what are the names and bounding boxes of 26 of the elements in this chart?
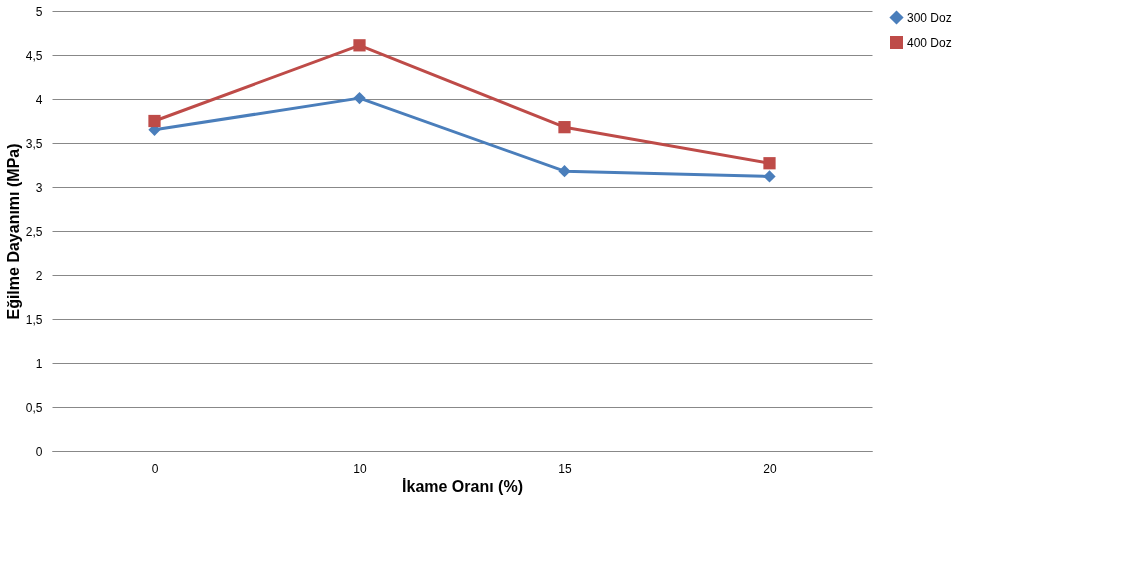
legend-label: 300 Doz	[907, 10, 952, 25]
point	[763, 170, 776, 183]
y-axis-title: Eğilme Dayanımı (MPa)	[4, 143, 22, 320]
x-tick-label: 15	[558, 461, 572, 476]
y-tick-label: 0,5	[25, 400, 43, 415]
x-tick-label: 0	[151, 461, 159, 476]
y-tick-label: 2,5	[25, 224, 43, 239]
y-tick-label: 0	[35, 444, 43, 459]
point	[763, 157, 776, 170]
y-tick-label: 1	[35, 356, 43, 371]
legend-label: 400 Doz	[907, 35, 952, 50]
y-tick-label: 1,5	[25, 312, 43, 327]
point	[558, 165, 571, 178]
point	[558, 121, 571, 134]
y-tick-label: 2	[35, 268, 43, 283]
point	[353, 92, 366, 105]
point	[353, 39, 366, 52]
y-tick-label: 5	[35, 4, 43, 19]
y-tick-label: 3,5	[25, 136, 43, 151]
point	[148, 114, 161, 128]
y-tick-label: 3	[35, 180, 43, 195]
y-tick-label: 4	[35, 92, 43, 107]
y-tick-label: 4,5	[25, 48, 43, 63]
x-axis-title: İkame Oranı (%)	[402, 477, 523, 495]
x-tick-label: 10	[353, 461, 367, 476]
x-tick-label: 20	[763, 461, 777, 476]
